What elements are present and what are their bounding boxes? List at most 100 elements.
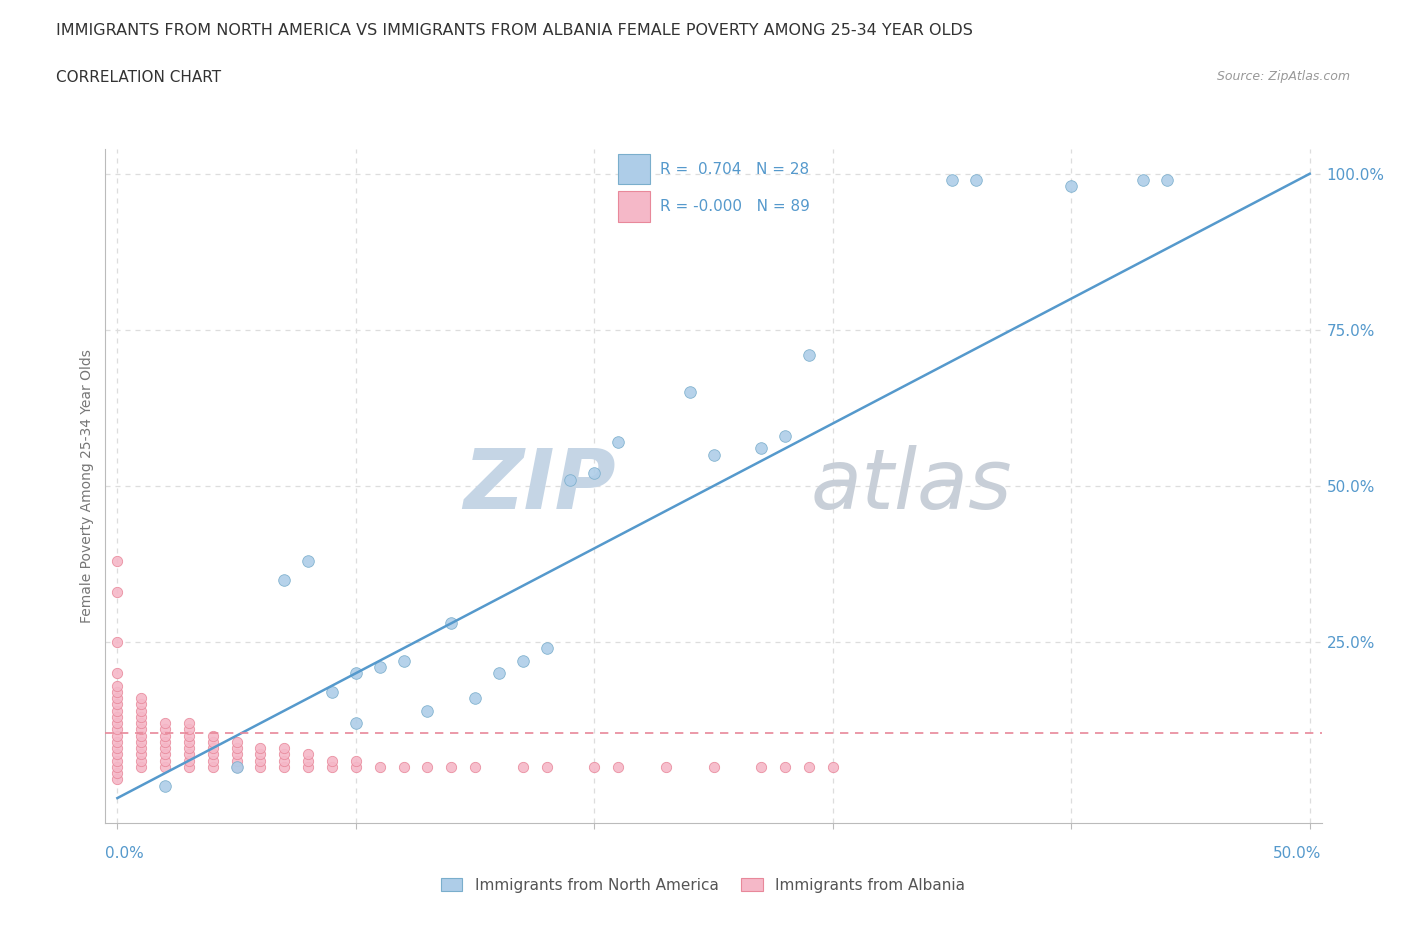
Point: [105, 740, 128, 755]
Point: [153, 735, 176, 750]
Point: [321, 684, 343, 699]
Point: [773, 760, 796, 775]
Point: [177, 722, 200, 737]
Point: [607, 435, 630, 450]
Point: [273, 740, 295, 755]
Point: [249, 760, 271, 775]
Point: [129, 760, 152, 775]
Point: [105, 710, 128, 724]
Point: [297, 760, 319, 775]
Point: [702, 760, 725, 775]
Point: [129, 716, 152, 731]
Point: [297, 753, 319, 768]
Point: [129, 747, 152, 762]
Text: Source: ZipAtlas.com: Source: ZipAtlas.com: [1216, 70, 1350, 83]
Point: [368, 760, 391, 775]
Point: [512, 760, 534, 775]
Point: [153, 753, 176, 768]
Point: [105, 697, 128, 711]
Point: [105, 728, 128, 743]
Point: [201, 740, 224, 755]
Point: [297, 747, 319, 762]
Point: [797, 348, 820, 363]
Point: [749, 441, 772, 456]
Text: R =  0.704   N = 28: R = 0.704 N = 28: [659, 162, 808, 177]
Point: [536, 760, 558, 775]
Point: [105, 703, 128, 718]
Point: [129, 703, 152, 718]
Point: [249, 740, 271, 755]
Point: [225, 760, 247, 775]
Point: [679, 385, 702, 400]
Point: [225, 760, 247, 775]
Point: [392, 760, 415, 775]
Point: [201, 728, 224, 743]
Point: [797, 760, 820, 775]
Point: [129, 722, 152, 737]
Point: [273, 747, 295, 762]
Point: [1132, 173, 1154, 188]
Point: [129, 735, 152, 750]
Point: [488, 666, 510, 681]
Point: [321, 760, 343, 775]
Point: [201, 735, 224, 750]
Point: [536, 641, 558, 656]
Point: [105, 747, 128, 762]
Point: [105, 772, 128, 787]
FancyBboxPatch shape: [619, 192, 650, 221]
Point: [344, 760, 367, 775]
Point: [392, 653, 415, 668]
Point: [368, 659, 391, 674]
Point: [941, 173, 963, 188]
Point: [344, 716, 367, 731]
Point: [321, 753, 343, 768]
Text: 0.0%: 0.0%: [105, 846, 145, 861]
Point: [105, 722, 128, 737]
Point: [821, 760, 844, 775]
Point: [201, 760, 224, 775]
Point: [129, 710, 152, 724]
Point: [655, 760, 678, 775]
Point: [416, 760, 439, 775]
Point: [225, 747, 247, 762]
Point: [129, 753, 152, 768]
Point: [177, 747, 200, 762]
Point: [225, 753, 247, 768]
Point: [583, 760, 606, 775]
Point: [105, 716, 128, 731]
Point: [105, 553, 128, 568]
Point: [129, 697, 152, 711]
Point: [105, 691, 128, 706]
Point: [153, 716, 176, 731]
Point: [560, 472, 582, 487]
Point: [273, 572, 295, 587]
Point: [105, 760, 128, 775]
Point: [105, 585, 128, 600]
Point: [512, 653, 534, 668]
Point: [273, 753, 295, 768]
Point: [273, 760, 295, 775]
Point: [773, 429, 796, 444]
Point: [749, 760, 772, 775]
Point: [105, 634, 128, 649]
Point: [464, 760, 486, 775]
Point: [583, 466, 606, 481]
Legend: Immigrants from North America, Immigrants from Albania: Immigrants from North America, Immigrant…: [434, 872, 972, 899]
Point: [153, 778, 176, 793]
Point: [105, 753, 128, 768]
Point: [225, 735, 247, 750]
Point: [344, 753, 367, 768]
Point: [153, 760, 176, 775]
Point: [1156, 173, 1178, 188]
Point: [105, 666, 128, 681]
Point: [177, 740, 200, 755]
Point: [225, 740, 247, 755]
Text: R = -0.000   N = 89: R = -0.000 N = 89: [659, 199, 810, 214]
Y-axis label: Female Poverty Among 25-34 Year Olds: Female Poverty Among 25-34 Year Olds: [80, 349, 94, 623]
Point: [440, 616, 463, 631]
Point: [1060, 179, 1083, 193]
Point: [153, 740, 176, 755]
Point: [105, 765, 128, 780]
Point: [105, 735, 128, 750]
Text: ZIP: ZIP: [464, 445, 616, 526]
